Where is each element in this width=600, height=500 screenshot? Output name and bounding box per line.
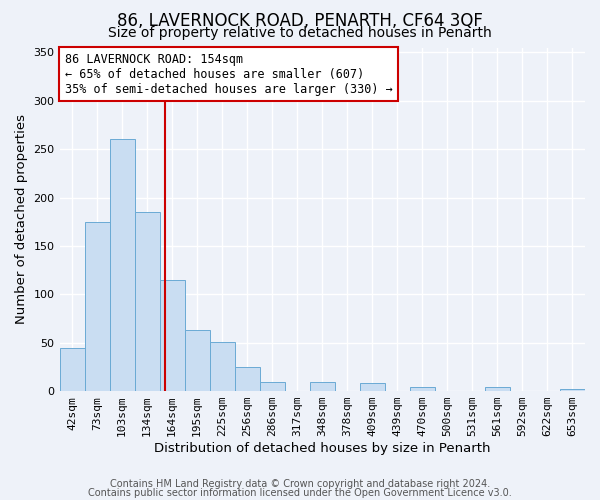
Bar: [185, 330, 209, 391]
Bar: [260, 382, 285, 391]
Text: Size of property relative to detached houses in Penarth: Size of property relative to detached ho…: [108, 26, 492, 40]
Bar: [310, 382, 335, 391]
X-axis label: Distribution of detached houses by size in Penarth: Distribution of detached houses by size …: [154, 442, 491, 455]
Bar: [360, 384, 385, 391]
Bar: [410, 387, 435, 391]
Text: Contains public sector information licensed under the Open Government Licence v3: Contains public sector information licen…: [88, 488, 512, 498]
Bar: [110, 140, 134, 391]
Text: 86 LAVERNOCK ROAD: 154sqm
← 65% of detached houses are smaller (607)
35% of semi: 86 LAVERNOCK ROAD: 154sqm ← 65% of detac…: [65, 52, 392, 96]
Bar: [235, 367, 260, 391]
Text: Contains HM Land Registry data © Crown copyright and database right 2024.: Contains HM Land Registry data © Crown c…: [110, 479, 490, 489]
Bar: [59, 348, 85, 391]
Bar: [485, 387, 510, 391]
Text: 86, LAVERNOCK ROAD, PENARTH, CF64 3QF: 86, LAVERNOCK ROAD, PENARTH, CF64 3QF: [117, 12, 483, 30]
Bar: [85, 222, 110, 391]
Bar: [160, 280, 185, 391]
Bar: [134, 212, 160, 391]
Bar: [560, 389, 585, 391]
Y-axis label: Number of detached properties: Number of detached properties: [15, 114, 28, 324]
Bar: [209, 342, 235, 391]
